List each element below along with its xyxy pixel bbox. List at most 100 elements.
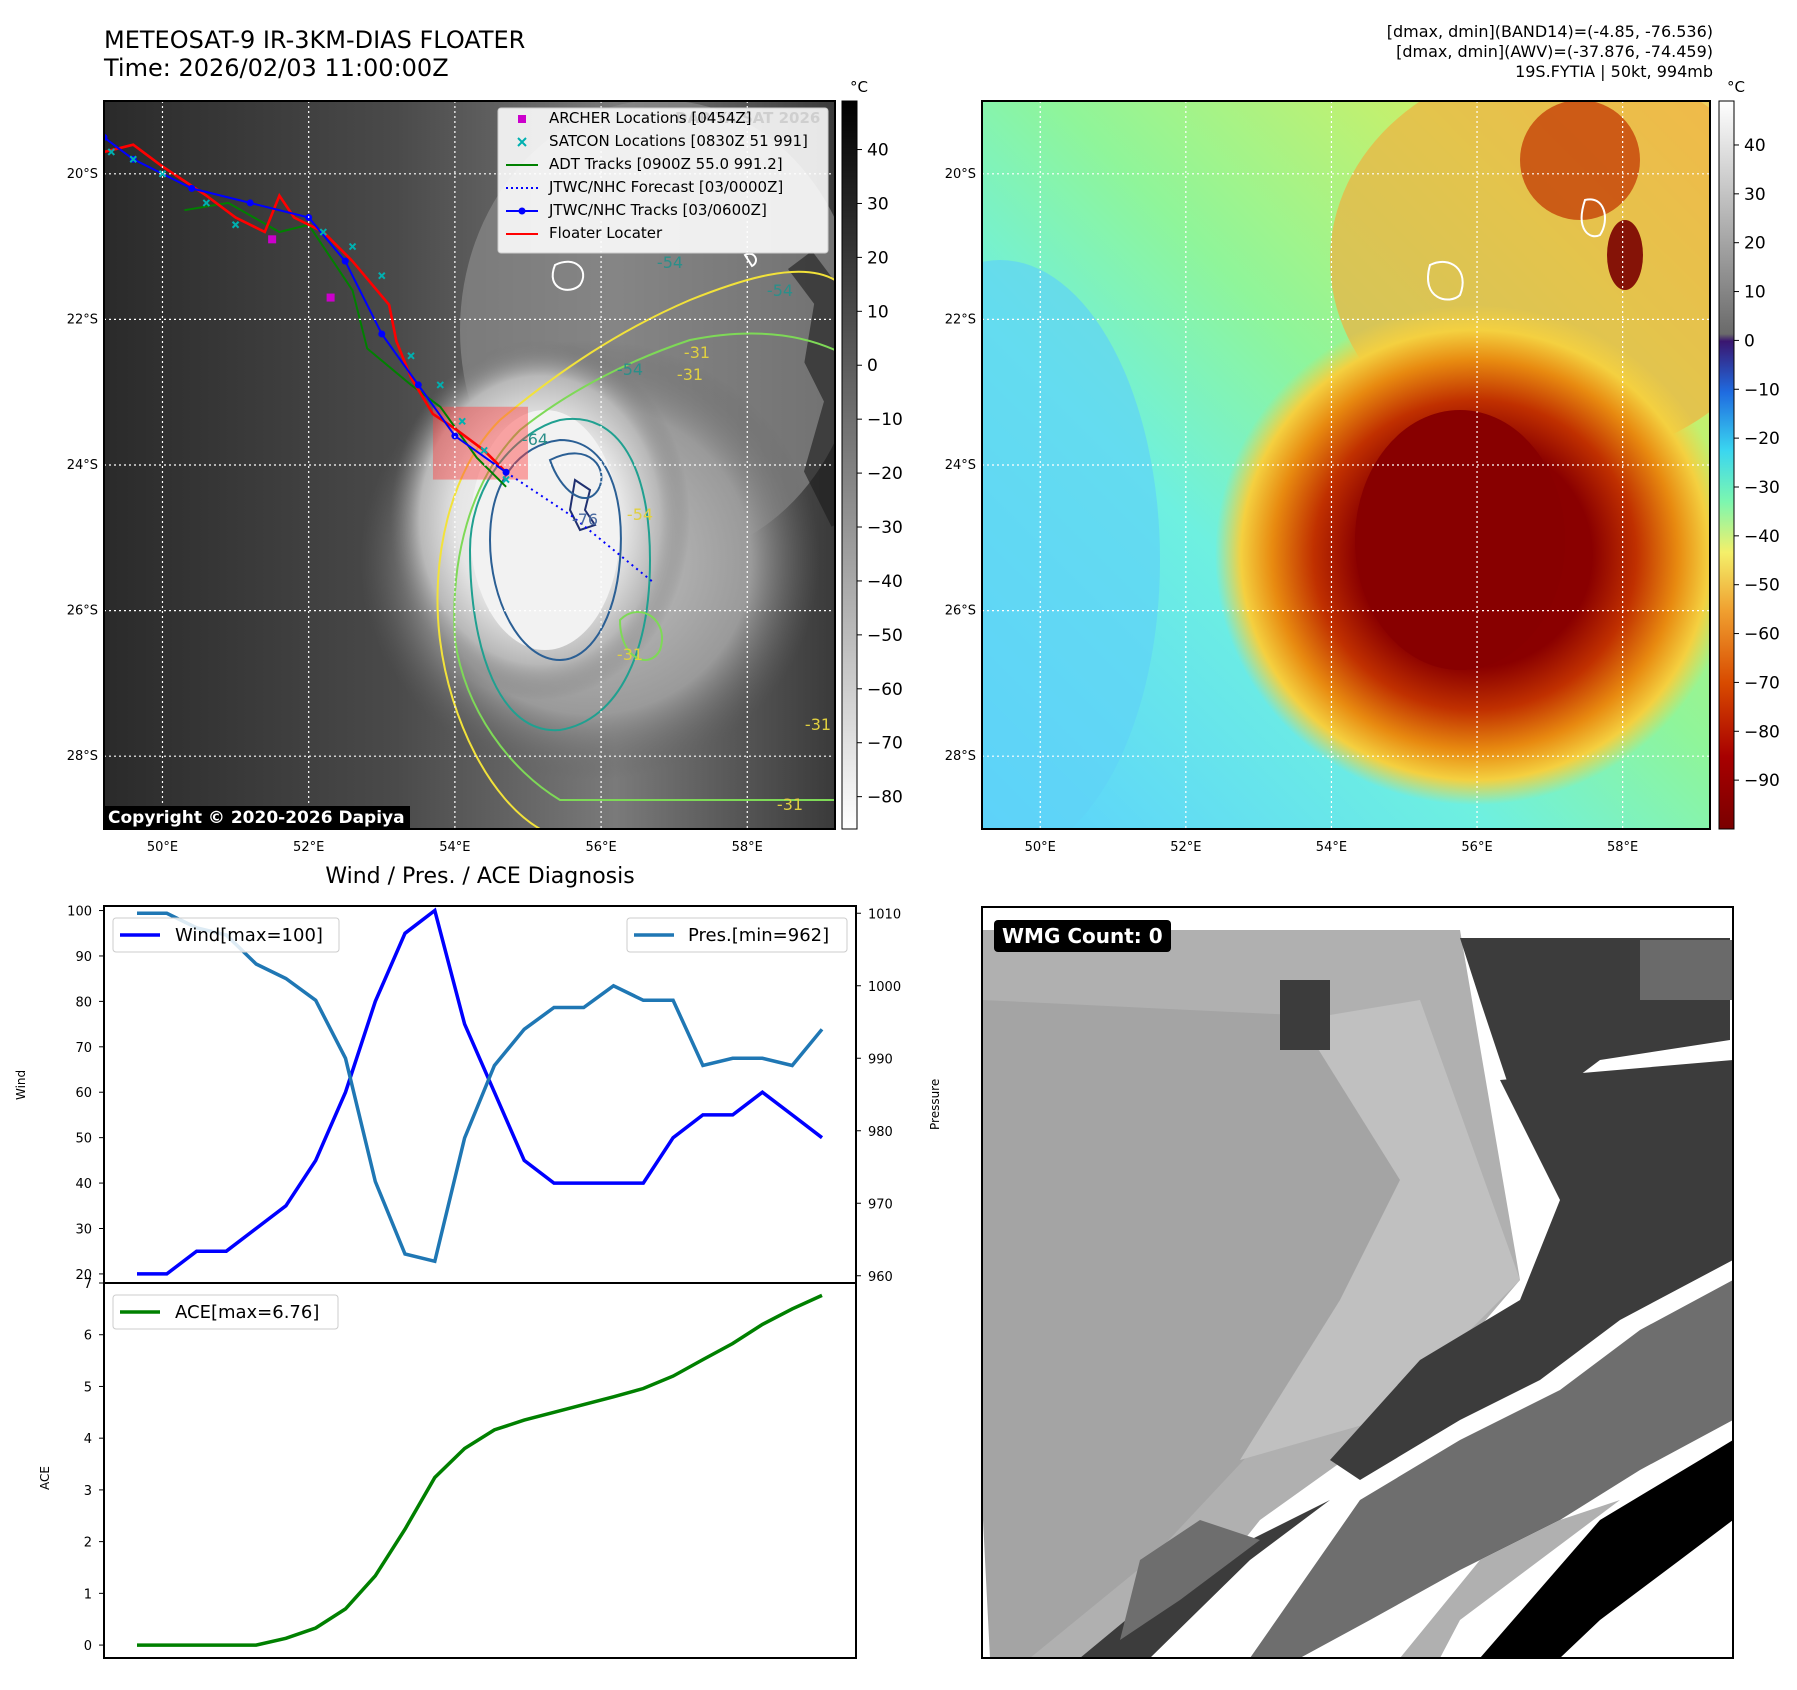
ir-lon-label: 52°E [293,840,324,855]
wmg-imagery [982,907,1733,1658]
archer-marker [326,293,335,302]
awv-lat-label: 28°S [945,749,976,764]
jtwc-track-point [502,468,510,476]
legend-marker-x [517,137,527,147]
satcon-marker [202,199,211,207]
wind-axis-label: Wind [14,1069,28,1100]
wind-pressure-frame [103,905,857,1284]
satcon-marker [502,475,510,484]
colorbar-tick-label: 0 [867,356,878,376]
contour-label: -31 [805,715,831,734]
pressure-tick-label: 990 [868,1052,893,1067]
contour-label: -76 [572,510,598,529]
wind-y-ticks: 20 30 40 50 60 70 80 90 100 [67,905,104,1283]
colorbar-tick-label: −60 [867,680,903,700]
satcon-marker [107,148,116,156]
awv-lat-label: 26°S [945,604,976,619]
wind-pressure-series [137,907,824,1276]
awv-lon-label: 56°E [1461,840,1492,855]
legend-entry-label: ADT Tracks [0900Z 55.0 991.2] [549,155,783,173]
ace-legend: ACE[max=6.76] [112,1294,339,1330]
contour-label: -54 [617,360,643,379]
awv-axis-ticks: 50°E 52°E 54°E 56°E 58°E 20°S 22°S 24°S 26°S 28°S [945,167,1639,855]
wind-legend-box [112,917,340,953]
satcon-marker [348,242,357,251]
wind-tick-label: 100 [67,905,92,920]
colorbar-tick-label: −50 [1744,576,1780,596]
legend-marker-dot [518,207,526,215]
wmg-frame [981,906,1734,1659]
colorbar-tick-label: −40 [1744,527,1780,547]
wind-line [137,907,824,1276]
ir-lat-label: 28°S [67,749,98,764]
ace-tick-label: 3 [84,1484,92,1499]
wind-tick-label: 50 [75,1132,92,1147]
wind-tick-label: 90 [75,950,92,965]
satcon-marker [319,228,328,236]
figure-title-line1: METEOSAT-9 IR-3KM-DIAS FLOATER [104,26,526,54]
satcon-marker [378,272,386,280]
pressure-tick-label: 970 [868,1197,893,1212]
ace-legend-box [112,1294,339,1330]
satcon-marker [458,417,466,426]
colorbar-tick-label: 20 [1744,234,1766,254]
awv-lon-label: 58°E [1607,840,1638,855]
satcon-marker [407,352,415,360]
wind-pressure-legend: Wind[max=100] Pres.[min=962] [112,917,848,953]
ir-lat-label: 22°S [67,312,98,327]
contour-label: -64 [522,430,548,449]
colorbar-tick-label: −70 [1744,673,1780,693]
colorbar-tick-label: 40 [867,141,889,161]
awv-lat-label: 22°S [945,312,976,327]
ir-lon-label: 50°E [147,840,178,855]
wind-tick-label: 60 [75,1086,92,1101]
contour-label: -54 [767,281,793,300]
colorbar-tick-label: −80 [1744,722,1780,742]
wind-tick-label: 40 [75,1177,92,1192]
track-legend: DAPIYA SAT 2026 ARCHER Locations [0454Z]… [497,107,829,254]
contour-label: -54 [627,505,653,524]
jtwc-track-point [451,432,459,440]
contour-lines [436,252,835,829]
satcon-marker [129,155,137,163]
pressure-tick-label: 1010 [868,907,901,922]
jtwc-track-point [246,199,254,207]
satcon-marker [158,170,167,178]
pressure-tick-label: 960 [868,1270,893,1285]
ir-colorbar [841,100,858,830]
colorbar-tick-label: 10 [1744,283,1766,303]
awv-map-frame [981,100,1711,830]
colorbar-tick-label: 30 [867,194,889,214]
legend-entry-label: JTWC/NHC Tracks [03/0600Z] [548,201,767,219]
ir-colorbar-ticks: 40 30 20 10 0 −10 −20 −30 −40 −50 −60 −70 −80 [857,141,903,808]
wind-tick-label: 80 [75,995,92,1010]
ir-axis-ticks: 50°E 52°E 54°E 56°E 58°E 20°S 22°S 24°S 26°S 28°S [67,167,763,855]
pressure-line [137,911,824,1264]
legend-entry-label: ARCHER Locations [0454Z] [549,109,752,127]
wmg-panel [981,906,1734,1659]
pressure-axis-label: Pressure [928,1078,942,1130]
awv-gridlines [982,101,1710,829]
ir-lon-label: 56°E [585,840,616,855]
ace-chart: 0 1 2 3 4 5 6 7 ACE[max=6.76] [84,1277,857,1659]
colorbar-tick-label: −40 [867,572,903,592]
ir-lon-label: 54°E [439,840,470,855]
contour-label: -31 [684,343,710,362]
ir-map-frame [103,100,836,830]
satcon-marker [480,446,488,455]
awv-lat-label: 20°S [945,167,976,182]
copyright-label: Copyright © 2020-2026 Dapiya [103,806,410,830]
wind-tick-label: 20 [75,1268,92,1283]
ir-colorbar-unit: °C [850,78,868,96]
stats-band14: [dmax, dmin](BAND14)=(-4.85, -76.536) [1386,22,1713,41]
ace-series [137,1293,823,1647]
ir-lat-label: 20°S [67,167,98,182]
wmg-count-label: WMG Count: 0 [994,920,1171,952]
ace-tick-label: 4 [84,1432,92,1447]
ir-lon-label: 58°E [732,840,763,855]
colorbar-tick-label: 20 [867,248,889,268]
jtwc-track-point [414,381,422,389]
wind-tick-label: 30 [75,1222,92,1237]
ace-line [137,1293,823,1647]
